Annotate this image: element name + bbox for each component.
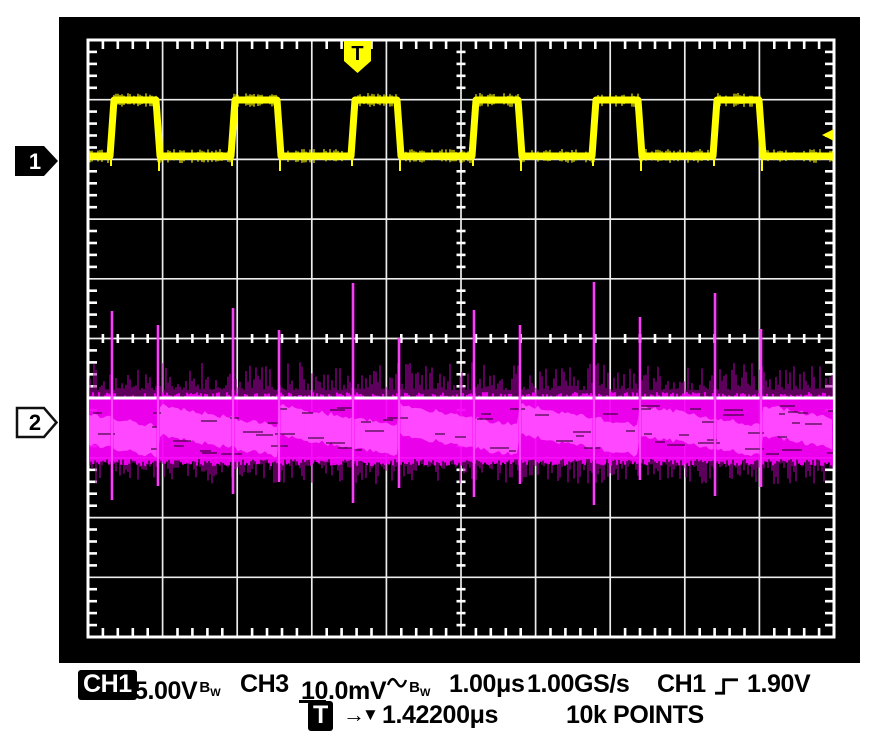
trigger-level-readout: 1.90V: [747, 670, 811, 698]
ch3-trace: [89, 282, 833, 505]
trigger-delay-readout: 1.42200μs: [382, 701, 498, 729]
timebase-readout: 1.00μs: [449, 670, 525, 698]
rising-edge-trigger-icon: [713, 675, 740, 704]
right-arrow-icon: →: [343, 702, 365, 727]
readout-line-2: T → ▼ 1.42200μs 10k POINTS: [0, 701, 880, 733]
ch1-scale-value: 5.00V: [134, 677, 198, 705]
ac-coupling-icon: [387, 677, 408, 688]
ch2-ground-marker-label: 2: [28, 410, 42, 435]
sample-rate-readout: 1.00GS/s: [527, 670, 630, 698]
trigger-position-label: T: [351, 43, 364, 65]
ch1-vertical-scale: 5.00V BW: [134, 670, 221, 706]
trigger-source-readout: CH1: [657, 670, 706, 698]
trigger-level-arrow-icon: [822, 129, 833, 141]
ch1-marker-shape: [15, 146, 58, 176]
ch2-marker-shape: [15, 406, 59, 439]
trigger-position-flag: [344, 41, 371, 73]
trigger-readout-badge: T: [308, 701, 333, 731]
readout-line-1: CH1 5.00V BW CH3 10.0mV BW 1.00μs 1.00GS/s…: [0, 670, 880, 705]
ch1-ground-marker-label: 1: [28, 149, 42, 174]
ch1-trace: [89, 93, 833, 171]
bandwidth-limit-icon: BW: [409, 679, 431, 699]
ch3-readout-label: CH3: [240, 670, 289, 698]
ch1-readout-badge: CH1: [78, 670, 137, 700]
record-length-readout: 10k POINTS: [566, 701, 704, 729]
bandwidth-limit-icon: BW: [199, 679, 221, 699]
down-triangle-icon: ▼: [362, 705, 379, 724]
